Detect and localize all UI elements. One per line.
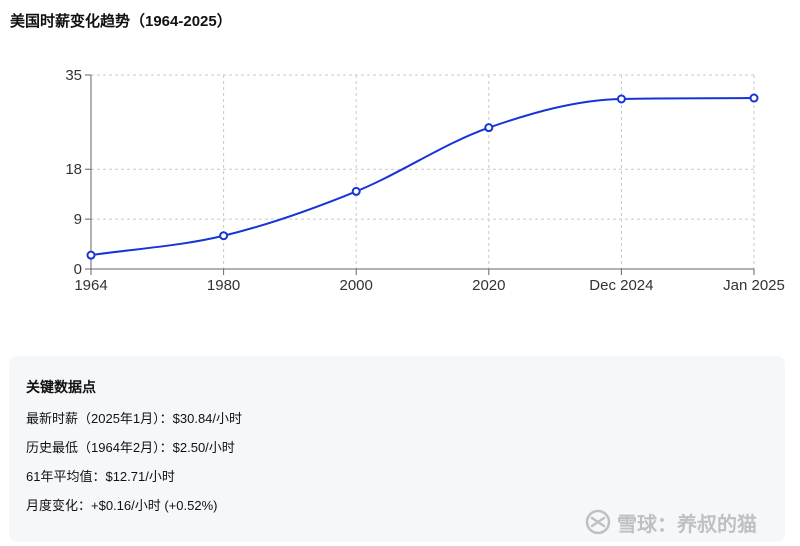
data-point	[616, 94, 626, 104]
x-tick-label: 1964	[74, 277, 107, 294]
data-point	[351, 186, 361, 196]
watermark-text: 雪球：养叔的猫	[617, 513, 757, 536]
stat-lowest-wage: 历史最低（1964年2月）：$2.50/小时	[26, 440, 235, 455]
chart-title: 美国时薪变化趋势（1964-2025）	[10, 13, 232, 30]
y-tick-label: 18	[65, 161, 82, 178]
stat-latest-wage: 最新时薪（2025年1月）：$30.84/小时	[26, 411, 243, 426]
data-point	[484, 123, 494, 133]
y-axis-ticks: 0 9 18 35	[65, 67, 82, 278]
x-tick-label: 2000	[340, 277, 373, 294]
x-tick-label: 2020	[472, 277, 505, 294]
watermark: 雪球：养叔的猫	[585, 508, 785, 536]
y-tick-label: 9	[74, 211, 82, 228]
key-data-panel: 关键数据点 最新时薪（2025年1月）：$30.84/小时 历史最低（1964年…	[9, 356, 785, 542]
stat-average-wage: 61年平均值：$12.71/小时	[26, 469, 175, 484]
data-point	[749, 93, 759, 103]
x-tick-label: Jan 2025	[723, 277, 785, 294]
data-point	[86, 250, 96, 260]
chart-grid	[91, 74, 755, 269]
stat-monthly-change: 月度变化：+$0.16/小时 (+0.52%)	[26, 498, 218, 513]
y-tick-label: 35	[65, 67, 82, 84]
key-data-title: 关键数据点	[26, 379, 96, 395]
x-tick-label: 1980	[207, 277, 240, 294]
line-chart: 1964 1980 2000 2020 Dec 2024 Jan 2025 0 9 18 35	[65, 67, 785, 294]
data-point	[219, 231, 229, 241]
chart-series	[86, 93, 759, 260]
xueqiu-logo-icon	[585, 509, 611, 535]
x-tick-label: Dec 2024	[589, 277, 653, 294]
x-axis-ticks: 1964 1980 2000 2020 Dec 2024 Jan 2025	[74, 277, 785, 294]
y-tick-label: 0	[74, 261, 82, 278]
chart-axes	[85, 74, 755, 275]
series-line	[90, 97, 755, 257]
